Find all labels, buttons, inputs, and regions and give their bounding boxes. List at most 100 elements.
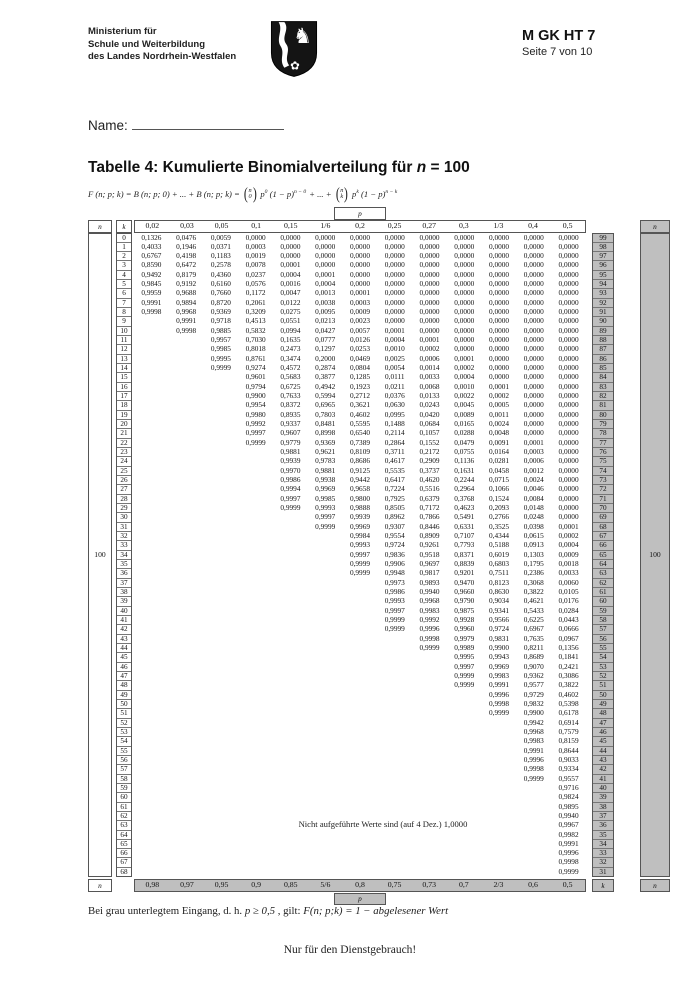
value-cell [204, 727, 239, 736]
value-cell [204, 596, 239, 605]
value-cell: 0,9999 [315, 521, 336, 531]
value-cell: 0,0000 [384, 316, 405, 326]
value-cell: 0,0024 [489, 419, 510, 429]
value-cell: 0,0148 [523, 503, 544, 513]
value-cell [134, 671, 169, 680]
k-left-cell: 64 [117, 831, 131, 840]
value-cell: 0,9986 [384, 586, 405, 596]
value-cell [447, 848, 482, 857]
value-cell [308, 848, 343, 857]
value-cell: 0,2061 [245, 297, 266, 307]
value-cell [204, 503, 239, 512]
value-cell: 0,0012 [523, 465, 544, 475]
table-row: 0,1326 0,0476 0,0059 0,0000 0,0000 0,0000 0,00… [134, 233, 586, 242]
value-cell: 0,0000 [558, 353, 579, 363]
name-row: Name: [88, 116, 284, 133]
value-cell: 0,9307 [384, 521, 405, 531]
k-right-cell: 46 [593, 728, 613, 738]
value-cell [169, 820, 204, 829]
value-cell: 0,6160 [210, 279, 231, 289]
value-cell: 0,5595 [349, 419, 371, 429]
value-cell: 0,0176 [558, 596, 579, 606]
value-cell [447, 783, 482, 792]
value-cell: 0,0000 [523, 400, 544, 410]
table-row: 0,9999 [134, 867, 586, 876]
value-cell: 0,0014 [419, 363, 440, 373]
value-cell [377, 680, 412, 689]
p-column-footer: 0,75 [387, 880, 402, 890]
value-cell: 0,9940 [558, 810, 579, 820]
p-column-header: 0,03 [180, 221, 194, 230]
value-cell: 0,8644 [558, 745, 579, 755]
value-cell: 0,7172 [419, 503, 440, 513]
p-column-header: 0,15 [283, 221, 298, 230]
value-cell: 0,0000 [558, 381, 579, 391]
value-cell: 0,9960 [454, 624, 475, 634]
k-left-cell: 40 [117, 607, 131, 616]
value-cell [204, 764, 239, 773]
k-right-cell: 37 [593, 812, 613, 822]
k-right-cell: 86 [593, 355, 613, 365]
value-cell: 0,0000 [489, 269, 510, 279]
value-cell [482, 857, 517, 866]
table-row: 0,9492 0,8179 0,4360 0,0237 0,0004 0,0001 0,00… [134, 270, 586, 279]
value-cell: 0,2000 [315, 353, 336, 363]
k-left-cell: 17 [117, 392, 131, 402]
value-cell [308, 755, 343, 764]
value-cell [273, 783, 308, 792]
value-cell [238, 746, 273, 755]
value-cell: 0,9274 [245, 363, 266, 373]
value-cell [238, 578, 273, 587]
table-row: 0,9601 0,5683 0,3877 0,1285 0,0111 0,0033 0,00… [134, 372, 586, 381]
value-cell: 0,0684 [419, 419, 440, 429]
value-cell: 0,0000 [349, 279, 371, 289]
value-cell: 0,0011 [489, 409, 509, 419]
k-right-cell: 45 [593, 737, 613, 747]
table-row: 0,9999 0,9983 0,9362 0,3086 [134, 671, 586, 680]
value-cell: 0,0060 [558, 577, 579, 587]
table-row: 0,8590 0,6472 0,2578 0,0078 0,0001 0,0000 0,00… [134, 260, 586, 269]
value-cell: 0,9836 [384, 549, 405, 559]
k-left-cell: 8 [117, 308, 131, 318]
k-left-cell: 52 [117, 719, 131, 728]
value-cell: 0,9034 [489, 596, 510, 606]
k-right-cell: 84 [593, 373, 613, 383]
value-cell [169, 475, 204, 484]
value-cell: 0,0001 [523, 437, 544, 447]
value-cell [134, 643, 169, 652]
value-cell: 0,9996 [523, 754, 544, 764]
value-cell [134, 540, 169, 549]
k-right-cell: 51 [593, 681, 613, 691]
value-cell: 0,0211 [384, 381, 405, 391]
value-cell: 0,2578 [210, 260, 231, 270]
value-cell: 0,0000 [454, 251, 475, 261]
value-cell [169, 587, 204, 596]
value-cell [204, 690, 239, 699]
value-cell [273, 727, 308, 736]
k-left-cell: 58 [117, 775, 131, 784]
table-row: 0,9991 0,8644 [134, 746, 586, 755]
value-cell [238, 792, 273, 801]
value-cell [343, 857, 378, 866]
value-cell: 0,0089 [454, 409, 475, 419]
value-cell: 0,8505 [384, 503, 405, 513]
k-left-cell: 28 [117, 495, 131, 505]
value-cell: 0,9982 [558, 829, 579, 839]
value-cell [169, 531, 204, 540]
table-row: 0,9999 0,9906 0,9697 0,8839 0,6803 0,1795 0,00… [134, 559, 586, 568]
value-cell [516, 857, 551, 866]
value-cell [134, 503, 169, 512]
value-cell [377, 746, 412, 755]
k-left-cell: 30 [117, 513, 131, 523]
value-cell: 0,9261 [419, 540, 440, 550]
value-cell [447, 708, 482, 717]
value-cell [238, 484, 273, 493]
value-cell: 0,6803 [489, 558, 510, 568]
k-left-cell: 34 [117, 551, 131, 560]
value-cell: 0,2909 [419, 456, 440, 466]
value-cell: 0,0000 [454, 260, 475, 270]
value-cell [273, 652, 308, 661]
value-cell [134, 578, 169, 587]
value-cell: 0,4621 [523, 596, 544, 606]
